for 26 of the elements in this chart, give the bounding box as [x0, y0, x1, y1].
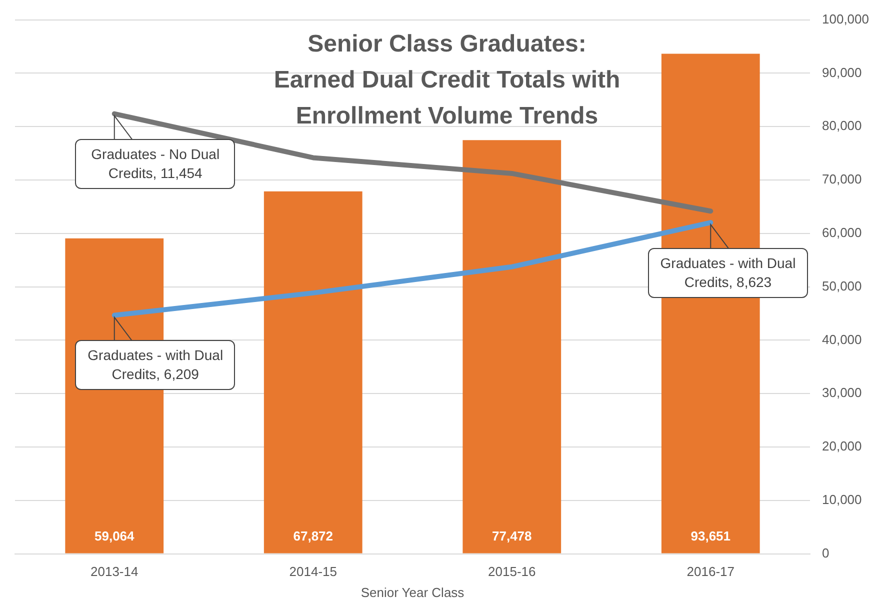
- x-tick-label: 2015-16: [488, 564, 536, 580]
- y-tick-label: 80,000: [822, 118, 862, 134]
- data-label: Graduates - with Dual Credits, 8,623: [648, 248, 808, 298]
- y-tick-label: 30,000: [822, 385, 862, 400]
- x-axis-title: Senior Year Class: [360, 584, 465, 600]
- y-tick-label: 70,000: [822, 172, 862, 187]
- data-label: 77,478: [492, 528, 532, 544]
- y-tick-label: 0: [822, 545, 830, 560]
- y-tick-label: 40,000: [822, 332, 862, 347]
- x-tick-label: 2016-17: [686, 564, 734, 580]
- data-label: 93,651: [690, 528, 731, 544]
- x-tick-label: 2013-14: [90, 564, 138, 580]
- bar: [462, 140, 562, 554]
- y-tick-label: 100,000: [822, 11, 870, 26]
- y-tick-label: 20,000: [822, 438, 862, 454]
- data-label: 59,064: [94, 528, 136, 544]
- text: Senior Class Graduates: Earned Dual Credit Totals with Enrollment Volume Trends: [274, 30, 620, 130]
- data-label: Graduates - with Dual Credits, 6,209: [75, 340, 236, 390]
- data-label: 67,872: [293, 528, 334, 544]
- x-tick-label: 2014-15: [289, 564, 337, 580]
- y-tick-label: 60,000: [822, 224, 862, 240]
- y-tick-label: 50,000: [822, 278, 862, 294]
- y-tick-label: 90,000: [822, 64, 862, 80]
- y-tick-label: 10,000: [822, 492, 862, 507]
- data-label: Graduates - No Dual Credits, 11,454: [75, 138, 236, 189]
- bar: [264, 191, 362, 554]
